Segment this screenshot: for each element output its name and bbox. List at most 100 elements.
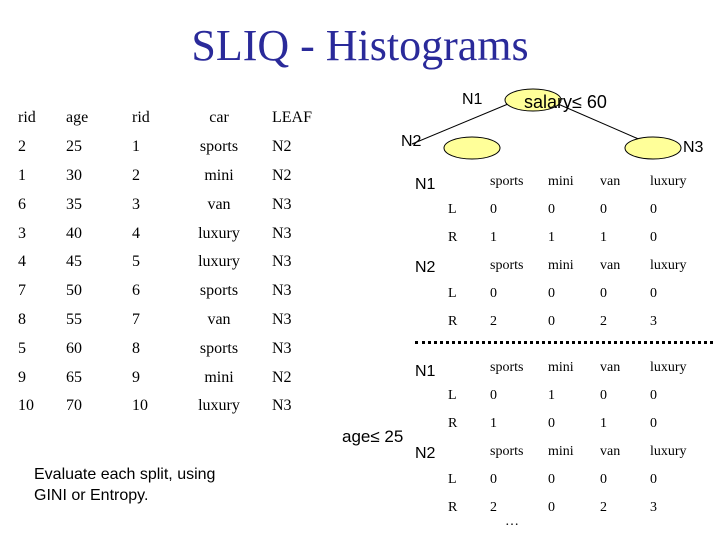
age-split-label: age≤ 25 [342,427,404,446]
cell-leaf: N3 [272,224,292,242]
note-text: Evaluate each split, using GINI or Entro… [34,464,215,506]
node-n2 [443,136,501,160]
histogram-row: R 2 0 2 3 [448,494,710,522]
edge-right [557,103,651,145]
cell-rid: 2 [132,166,140,184]
header-age: age [66,109,89,127]
hist-cell: 0 [650,230,657,245]
hist-cell: 0 [650,388,657,403]
hist-cell: 3 [650,500,657,515]
histogram-row: R 1 1 1 0 [448,224,710,252]
cell-leaf: N3 [272,195,292,213]
right-node-label: N3 [683,139,704,156]
histogram-row: L 0 1 0 0 [448,382,710,410]
hist-node-label: N1 [415,363,436,380]
hist-cell: 0 [600,202,607,217]
hist-cell: L [448,472,457,487]
table-row: 7 50 6 sports N3 [14,277,332,306]
histogram-row: L 0 0 0 0 [448,280,710,308]
hist-cell: 0 [650,202,657,217]
cell-age: 35 [66,195,82,213]
cell-age: 50 [66,282,82,300]
hist-node-label: N1 [415,176,436,193]
cell-age: 30 [66,166,82,184]
hist-col-label: sports [490,174,524,189]
root-node-label: N1 [462,91,483,108]
cell-car: sports [199,339,239,357]
cell-rid: 10 [132,397,148,415]
cell-car: mini [204,368,234,386]
note-line: Evaluate each split, using [34,466,216,483]
cell-car: luxury [198,253,240,271]
histogram-row: R 2 0 2 3 [448,308,710,336]
header-car: car [209,109,229,127]
cell-car: sports [199,282,239,300]
histogram-table: sports mini van luxury L 0 0 0 0 R 2 0 2… [448,438,710,522]
histogram-header-row: sports mini van luxury [448,438,710,466]
histogram-row: R 1 0 1 0 [448,410,710,438]
hist-cell: 2 [490,314,497,329]
cell-rid: 2 [18,138,26,156]
hist-cell: 0 [548,202,555,217]
header-rid: rid [132,109,150,127]
table-row: 6 35 3 van N3 [14,190,332,219]
cell-age: 65 [66,368,82,386]
hist-cell: 1 [600,230,607,245]
cell-car: mini [204,166,234,184]
cell-rid: 4 [132,224,140,242]
hist-cell: L [448,286,457,301]
cell-leaf: N3 [272,310,292,328]
hist-node-label: N2 [415,445,436,462]
cell-leaf: N2 [272,166,292,184]
hist-cell: 0 [650,416,657,431]
cell-rid: 7 [132,310,140,328]
hist-col-label: sports [490,444,524,459]
hist-col-label: mini [548,174,574,189]
header-leaf: LEAF [272,109,312,127]
section-divider [415,341,713,344]
cell-car: luxury [198,224,240,242]
edge-left [411,103,509,145]
note-line: GINI or Entropy. [34,487,149,504]
table-row: 5 60 8 sports N3 [14,334,332,363]
hist-cell: R [448,230,458,245]
cell-leaf: N3 [272,397,292,415]
hist-cell: 0 [490,286,497,301]
hist-col-label: sports [490,360,524,375]
hist-cell: 0 [600,472,607,487]
histogram-header-row: sports mini van luxury [448,252,710,280]
cell-rid: 1 [132,138,140,156]
left-node-label: N2 [401,133,422,150]
histogram-table: sports mini van luxury L 0 0 0 0 R 2 0 2… [448,252,710,336]
cell-rid: 5 [18,339,26,357]
hist-cell: 2 [600,500,607,515]
data-table: rid age rid car LEAF 2 25 1 sports N2 1 30 2 min… [14,104,332,421]
hist-col-label: mini [548,258,574,273]
ellipsis: … [505,514,519,529]
hist-col-label: luxury [650,360,687,375]
hist-cell: 0 [548,472,555,487]
hist-cell: 0 [600,286,607,301]
cell-rid: 4 [18,253,26,271]
hist-col-label: van [600,444,621,459]
hist-col-label: van [600,360,621,375]
hist-cell: 0 [548,416,555,431]
cell-leaf: N3 [272,282,292,300]
cell-rid: 3 [132,195,140,213]
hist-col-label: luxury [650,258,687,273]
cell-car: sports [199,138,239,156]
cell-rid: 7 [18,282,26,300]
hist-cell: R [448,416,458,431]
node-n3 [624,136,682,160]
table-row: 8 55 7 van N3 [14,306,332,335]
hist-cell: L [448,388,457,403]
table-row: 10 70 10 luxury N3 [14,392,332,421]
cell-rid: 1 [18,166,26,184]
cell-rid: 3 [18,224,26,242]
hist-cell: 1 [490,416,497,431]
cell-age: 45 [66,253,82,271]
hist-cell: 0 [548,286,555,301]
cell-car: van [207,195,231,213]
cell-age: 70 [66,397,82,415]
